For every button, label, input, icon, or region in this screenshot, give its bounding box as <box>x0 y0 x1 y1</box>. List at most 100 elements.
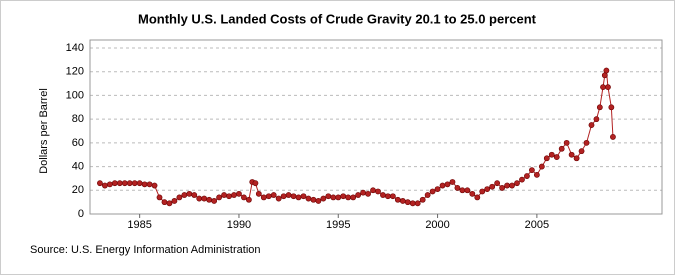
data-point <box>151 182 158 189</box>
data-point <box>449 179 456 185</box>
data-point <box>464 187 471 194</box>
plot-area <box>89 39 663 215</box>
data-point <box>191 192 198 198</box>
data-point <box>255 190 262 197</box>
data-point <box>226 193 232 200</box>
data-point <box>221 192 227 198</box>
data-point <box>365 190 371 197</box>
data-point <box>141 181 148 188</box>
data-point <box>494 180 501 187</box>
data-point <box>404 199 411 206</box>
data-point <box>600 84 606 91</box>
data-point <box>524 173 530 179</box>
data-point <box>285 192 292 198</box>
data-point <box>166 200 173 207</box>
y-tick-label: 60 <box>72 137 84 149</box>
data-point <box>310 196 317 203</box>
data-point <box>385 193 391 200</box>
data-point <box>439 182 446 189</box>
data-point <box>573 155 580 162</box>
data-point <box>429 188 436 195</box>
data-point <box>350 194 357 201</box>
data-point <box>583 139 590 146</box>
data-point <box>136 180 143 187</box>
data-point <box>320 195 327 202</box>
x-tick-label: 1990 <box>227 219 251 231</box>
data-point <box>325 193 332 200</box>
data-point <box>409 200 416 207</box>
data-point <box>245 196 252 203</box>
data-point <box>538 163 545 170</box>
data-point <box>335 194 342 201</box>
data-point <box>126 180 133 187</box>
data-point <box>171 198 178 204</box>
data-point <box>355 192 362 198</box>
data-point <box>300 193 307 200</box>
data-point <box>533 171 540 178</box>
data-point <box>97 180 103 187</box>
y-tick-label: 40 <box>72 160 84 172</box>
data-point <box>596 104 603 111</box>
data-point <box>121 180 128 187</box>
y-tick-label: 120 <box>66 66 84 78</box>
data-point <box>610 134 616 140</box>
data-point <box>519 176 525 183</box>
data-point <box>588 122 595 128</box>
data-point <box>201 195 208 202</box>
data-point <box>252 180 259 187</box>
data-point <box>181 192 188 198</box>
data-point <box>380 192 386 198</box>
data-point <box>608 104 615 111</box>
data-point <box>444 181 451 188</box>
data-point <box>161 199 168 206</box>
data-point <box>419 196 426 203</box>
data-point <box>236 190 242 197</box>
data-point <box>504 182 510 189</box>
data-point <box>116 180 123 187</box>
data-point <box>414 200 421 207</box>
x-tick-label: 2000 <box>425 219 449 231</box>
data-point <box>603 67 610 74</box>
data-point <box>553 154 560 160</box>
data-point <box>315 198 322 204</box>
x-tick-label: 1985 <box>127 219 151 231</box>
data-point <box>176 194 183 201</box>
data-point <box>514 180 520 187</box>
data-point <box>605 84 611 91</box>
data-point <box>375 188 381 195</box>
data-point <box>275 195 282 202</box>
data-point <box>290 193 297 200</box>
data-point <box>265 193 272 200</box>
y-tick-label: 0 <box>78 208 84 220</box>
data-point <box>601 72 608 79</box>
data-point <box>280 193 287 200</box>
data-point <box>211 198 218 204</box>
data-point <box>241 194 247 201</box>
data-point <box>156 194 163 201</box>
source-note: Source: U.S. Energy Information Administ… <box>30 244 261 256</box>
data-point <box>479 188 486 195</box>
data-point <box>216 194 222 201</box>
data-point <box>499 185 506 191</box>
data-point <box>489 183 496 190</box>
data-point <box>454 185 461 191</box>
data-point <box>340 193 347 200</box>
data-point <box>394 196 401 203</box>
data-point <box>593 116 600 123</box>
data-point <box>484 186 491 192</box>
data-point <box>270 192 277 198</box>
data-point <box>434 186 441 192</box>
data-point <box>424 192 431 198</box>
y-tick-label: 20 <box>72 184 84 196</box>
data-point <box>543 155 550 162</box>
data-point <box>459 187 466 194</box>
data-point <box>389 193 396 200</box>
data-point <box>370 187 376 194</box>
data-point <box>529 167 535 174</box>
data-point <box>563 139 570 146</box>
data-point <box>106 181 113 188</box>
data-point <box>474 194 481 201</box>
x-tick-label: 1995 <box>326 219 350 231</box>
